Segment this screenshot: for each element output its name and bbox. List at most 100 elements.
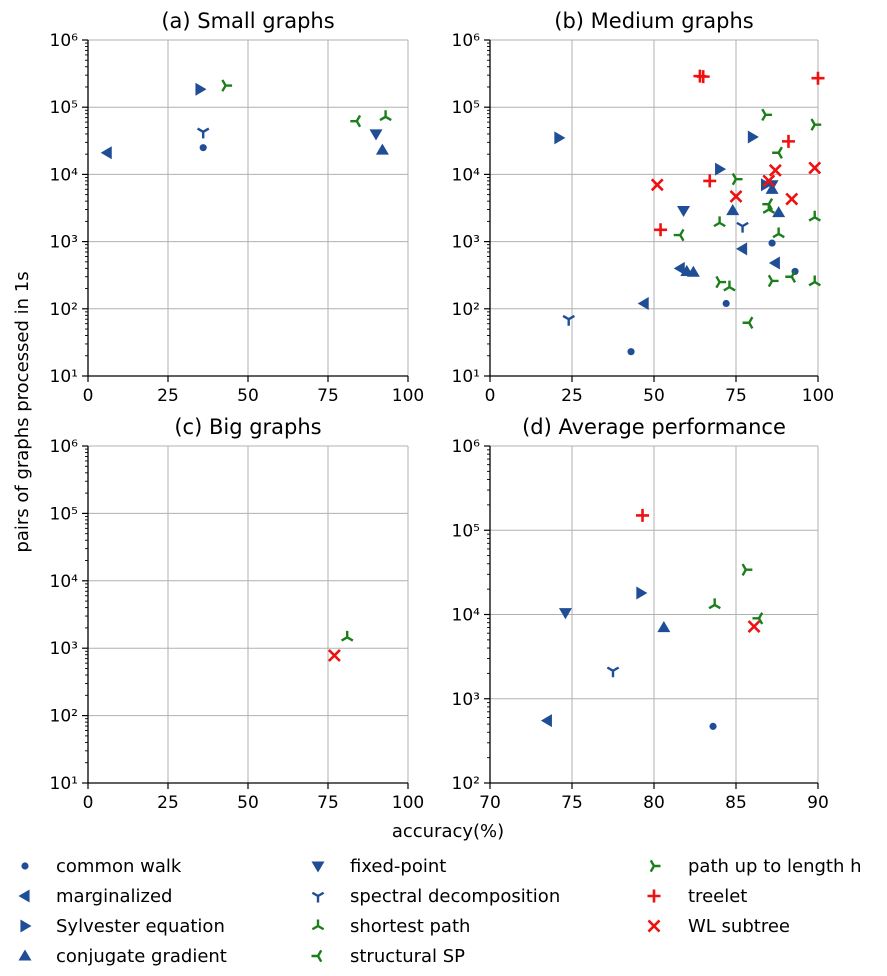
- point-path-h: [221, 79, 233, 92]
- point-treelet: [696, 70, 710, 84]
- y-tick-label: 10⁵: [452, 521, 480, 541]
- point-common-walk: [768, 239, 776, 247]
- x-tick-label: 90: [807, 793, 829, 813]
- point-treelet: [654, 223, 668, 237]
- point-marginalized: [673, 261, 685, 275]
- point-shortest-path: [713, 216, 726, 228]
- y-tick-label: 10¹: [452, 367, 480, 387]
- legend-marker: [311, 891, 325, 903]
- y-tick-label: 10¹: [50, 774, 78, 794]
- point-shortest-path: [708, 598, 721, 610]
- point-path-h: [715, 275, 727, 289]
- point-marginalized: [100, 146, 112, 160]
- point-treelet: [636, 508, 650, 522]
- y-tick-label: 10²: [50, 300, 78, 320]
- y-tick-label: 10⁴: [452, 165, 481, 185]
- point-spectral: [736, 221, 749, 233]
- x-tick-label: 0: [83, 386, 94, 406]
- point-shortest-path: [379, 110, 392, 122]
- y-axis-label: pairs of graphs processed in 1s: [12, 271, 33, 552]
- point-fixed-point: [558, 608, 572, 620]
- legend-marker: [647, 889, 661, 903]
- x-tick-label: 100: [392, 386, 424, 406]
- x-tick-label: 80: [643, 793, 665, 813]
- x-tick-label: 50: [237, 386, 259, 406]
- point-path-h: [810, 118, 822, 131]
- point-wl: [762, 174, 776, 188]
- x-tick-label: 50: [643, 386, 665, 406]
- point-sylvester: [747, 130, 759, 144]
- legend-entry-treelet: treelet: [647, 886, 747, 907]
- legend-label: WL subtree: [688, 916, 790, 937]
- point-sylvester: [554, 131, 566, 145]
- point-conjugate: [375, 143, 389, 155]
- x-tick-label: 75: [317, 386, 339, 406]
- point-wl: [327, 649, 341, 662]
- legend-marker: [20, 919, 32, 933]
- y-tick-label: 10⁴: [452, 606, 481, 626]
- point-treelet: [811, 71, 825, 85]
- y-tick-label: 10³: [50, 233, 78, 253]
- point-path-h: [761, 108, 773, 122]
- point-common-walk: [722, 299, 730, 308]
- legend-entry-spectral: spectral decomposition: [311, 886, 560, 907]
- x-axis-label: accuracy(%): [392, 821, 504, 842]
- point-shortest-path: [723, 280, 736, 292]
- panel-3: (c) Big graphs 0 25 50 75 100 10¹ 10² 10³ 10⁴ 10⁵ 1…: [50, 415, 425, 813]
- legend-marker: [649, 859, 661, 873]
- legend: common walk marginalized Sylvester equatio…: [18, 856, 862, 967]
- point-shortest-path: [340, 630, 354, 642]
- legend-marker: [21, 862, 29, 870]
- point-wl: [650, 178, 664, 192]
- point-common-walk: [709, 722, 717, 730]
- point-shortest-path: [808, 275, 821, 287]
- legend-entry-shortest-path: shortest path: [311, 916, 470, 937]
- y-tick-label: 10⁵: [452, 98, 480, 118]
- legend-marker: [18, 889, 30, 903]
- point-shortest-path: [772, 227, 785, 239]
- y-tick-label: 10²: [50, 707, 78, 727]
- point-conjugate: [686, 265, 700, 277]
- legend-entry-sylvester: Sylvester equation: [20, 916, 225, 937]
- y-tick-label: 10³: [50, 639, 78, 659]
- legend-entry-common-walk: common walk: [21, 856, 182, 877]
- y-tick-label: 10⁵: [50, 504, 78, 524]
- point-structural-sp: [772, 146, 783, 159]
- point-conjugate: [772, 206, 786, 218]
- legend-label: shortest path: [350, 916, 470, 937]
- point-wl: [808, 161, 822, 175]
- point-path-h: [767, 274, 779, 288]
- y-tick-label: 10³: [452, 233, 480, 253]
- point-structural-sp: [785, 270, 797, 283]
- x-tick-label: 0: [83, 793, 94, 813]
- legend-entry-structural-sp: structural SP: [311, 946, 465, 967]
- x-tick-label: 75: [725, 386, 747, 406]
- point-marginalized: [768, 256, 780, 270]
- legend-label: common walk: [56, 856, 182, 877]
- legend-marker: [311, 861, 325, 873]
- panel-title: (a) Small graphs: [161, 9, 334, 33]
- point-fixed-point: [369, 129, 383, 141]
- legend-label: structural SP: [350, 946, 465, 967]
- x-tick-label: 85: [725, 793, 747, 813]
- x-tick-label: 70: [479, 793, 501, 813]
- point-sylvester: [636, 586, 648, 600]
- legend-entry-conjugate: conjugate gradient: [18, 946, 227, 967]
- panel-2: (b) Medium graphs 0 25 50 75 100 10¹ 10² 10³ 10⁴ 1…: [452, 9, 835, 406]
- x-tick-label: 75: [561, 793, 583, 813]
- legend-label: marginalized: [56, 886, 172, 907]
- point-fixed-point: [677, 205, 691, 218]
- y-tick-label: 10²: [452, 300, 480, 320]
- y-tick-label: 10⁶: [452, 31, 481, 51]
- legend-entry-wl: WL subtree: [647, 916, 790, 937]
- point-common-walk: [627, 348, 635, 356]
- y-tick-label: 10⁴: [50, 572, 79, 592]
- point-spectral: [196, 127, 210, 139]
- point-wl: [729, 189, 743, 203]
- point-common-walk: [199, 144, 207, 152]
- point-spectral: [606, 666, 620, 678]
- legend-label: path up to length h: [688, 856, 862, 877]
- legend-label: treelet: [688, 886, 747, 907]
- legend-marker: [311, 919, 325, 931]
